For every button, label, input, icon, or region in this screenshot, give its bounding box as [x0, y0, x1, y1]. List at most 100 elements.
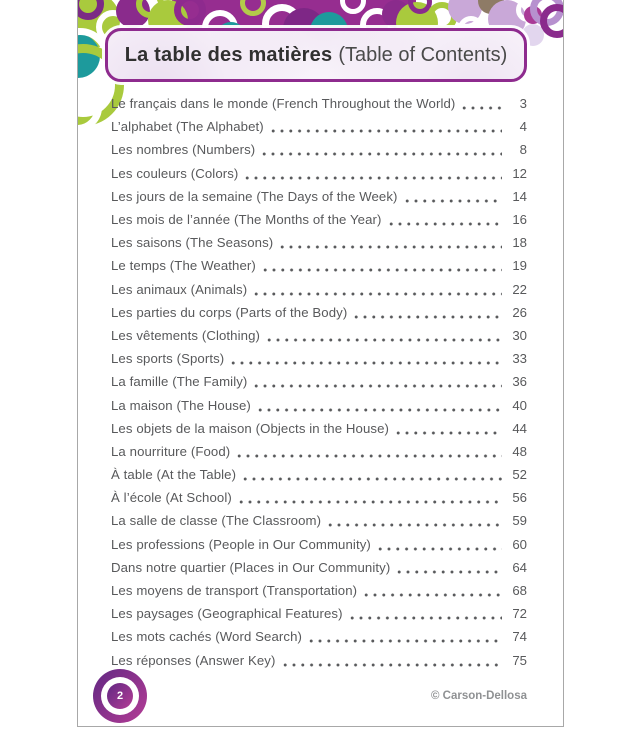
toc-dot-leader — [282, 662, 502, 667]
toc-entry-page[interactable]: 52 — [512, 467, 527, 483]
toc-row: Les couleurs (Colors) 12 — [111, 162, 527, 185]
toc-row: Les paysages (Geographical Features) 72 — [111, 602, 527, 625]
toc-entry-label[interactable]: Les paysages (Geographical Features) — [111, 606, 343, 622]
toc-entry-page[interactable]: 44 — [512, 420, 527, 436]
toc-dot-leader — [237, 453, 502, 458]
toc-entry-page[interactable]: 22 — [512, 281, 527, 297]
toc-dot-leader — [231, 361, 502, 366]
toc-entry-page[interactable]: 40 — [512, 397, 527, 413]
toc-entry-label[interactable]: À table (At the Table) — [111, 467, 237, 483]
toc-entry-page[interactable]: 8 — [519, 142, 527, 158]
toc-entry-page[interactable]: 26 — [512, 304, 527, 320]
toc-row: Les parties du corps (Parts of the Body)… — [111, 301, 527, 324]
toc-row: Les professions (People in Our Community… — [111, 533, 527, 556]
toc-entry-label[interactable]: Les couleurs (Colors) — [111, 165, 239, 181]
toc-row: Le temps (The Weather) 19 — [111, 254, 527, 277]
toc-entry-page[interactable]: 30 — [512, 327, 527, 343]
toc-entry-label[interactable]: À l’école (At School) — [111, 490, 232, 506]
decorative-circle — [524, 6, 542, 24]
decorative-circle — [516, 0, 540, 22]
toc-entry-page[interactable]: 75 — [512, 652, 527, 668]
decorative-circle — [478, 0, 504, 14]
toc-entry-label[interactable]: Les sports (Sports) — [111, 351, 225, 367]
toc-row: L’alphabet (The Alphabet) 4 — [111, 115, 527, 138]
badge-number: 2 — [107, 683, 133, 709]
toc-entry-page[interactable]: 18 — [512, 235, 527, 251]
toc-entry-label[interactable]: Les animaux (Animals) — [111, 281, 248, 297]
toc-entry-page[interactable]: 19 — [512, 258, 527, 274]
toc-entry-label[interactable]: Le temps (The Weather) — [111, 258, 256, 274]
toc-entry-label[interactable]: La maison (The House) — [111, 397, 251, 413]
toc-dot-leader — [364, 593, 502, 598]
toc-row: Les mois de l’année (The Months of the Y… — [111, 208, 527, 231]
toc-entry-label[interactable]: Dans notre quartier (Places in Our Commu… — [111, 559, 391, 575]
decorative-circle — [382, 0, 410, 28]
decorative-circle — [136, 0, 164, 18]
toc-entry-page[interactable]: 59 — [512, 513, 527, 529]
toc-row: Les moyens de transport (Transportation)… — [111, 579, 527, 602]
toc-entry-page[interactable]: 33 — [512, 351, 527, 367]
toc-entry-page[interactable]: 56 — [512, 490, 527, 506]
toc-entry-page[interactable]: 4 — [519, 119, 527, 135]
toc-entry-page[interactable]: 72 — [512, 606, 527, 622]
toc-entry-page[interactable]: 14 — [512, 188, 527, 204]
toc-entry-label[interactable]: Les professions (People in Our Community… — [111, 536, 371, 552]
toc-dot-leader — [349, 616, 502, 621]
toc-row: Les mots cachés (Word Search) 74 — [111, 625, 527, 648]
toc-entry-page[interactable]: 64 — [512, 559, 527, 575]
toc-row: Les vêtements (Clothing) 30 — [111, 324, 527, 347]
decorative-circle — [448, 0, 482, 24]
toc-entry-label[interactable]: Les nombres (Numbers) — [111, 142, 256, 158]
toc-entry-label[interactable]: Les parties du corps (Parts of the Body) — [111, 304, 348, 320]
toc-entry-page[interactable]: 60 — [512, 536, 527, 552]
toc-row: La famille (The Family) 36 — [111, 370, 527, 393]
toc-row: Les animaux (Animals) 22 — [111, 278, 527, 301]
table-of-contents: Le français dans le monde (French Throug… — [111, 92, 527, 672]
toc-entry-label[interactable]: La nourriture (Food) — [111, 443, 231, 459]
book-page: La table des matières (Table of Contents… — [77, 0, 564, 727]
toc-row: La salle de classe (The Classroom) 59 — [111, 509, 527, 532]
toc-row: À table (At the Table) 52 — [111, 463, 527, 486]
toc-row: À l’école (At School) 56 — [111, 486, 527, 509]
toc-entry-label[interactable]: Les vêtements (Clothing) — [111, 327, 260, 343]
toc-entry-page[interactable]: 16 — [512, 212, 527, 228]
copyright-text: © Carson-Dellosa — [430, 690, 527, 702]
toc-entry-label[interactable]: Le français dans le monde (French Throug… — [111, 96, 456, 112]
title-banner: La table des matières (Table of Contents… — [105, 28, 527, 82]
toc-dot-leader — [267, 337, 502, 342]
toc-entry-label[interactable]: Les jours de la semaine (The Days of the… — [111, 188, 398, 204]
toc-entry-label[interactable]: Les objets de la maison (Objects in the … — [111, 420, 390, 436]
toc-entry-page[interactable]: 36 — [512, 374, 527, 390]
toc-row: Les nombres (Numbers) 8 — [111, 138, 527, 161]
toc-dot-leader — [309, 639, 502, 644]
toc-entry-label[interactable]: Les mois de l’année (The Months of the Y… — [111, 212, 382, 228]
toc-entry-page[interactable]: 48 — [512, 443, 527, 459]
toc-dot-leader — [245, 175, 502, 180]
toc-entry-label[interactable]: L’alphabet (The Alphabet) — [111, 119, 264, 135]
toc-dot-leader — [254, 384, 502, 389]
decorative-circle — [174, 0, 206, 26]
toc-dot-leader — [262, 268, 502, 273]
toc-entry-label[interactable]: Les saisons (The Seasons) — [111, 235, 274, 251]
toc-entry-label[interactable]: La salle de classe (The Classroom) — [111, 513, 322, 529]
toc-entry-label[interactable]: Les mots cachés (Word Search) — [111, 629, 303, 645]
toc-dot-leader — [377, 546, 502, 551]
toc-row: Les jours de la semaine (The Days of the… — [111, 185, 527, 208]
toc-entry-page[interactable]: 12 — [512, 165, 527, 181]
toc-entry-label[interactable]: Les réponses (Answer Key) — [111, 652, 276, 668]
toc-entry-label[interactable]: Les moyens de transport (Transportation) — [111, 583, 358, 599]
toc-entry-page[interactable]: 3 — [519, 96, 527, 112]
page-title-english: (Table of Contents) — [338, 43, 508, 66]
decorative-circle — [340, 0, 366, 14]
toc-dot-leader — [328, 523, 502, 528]
toc-entry-page[interactable]: 74 — [512, 629, 527, 645]
toc-row: Les saisons (The Seasons) 18 — [111, 231, 527, 254]
decorative-circle — [78, 0, 104, 20]
toc-dot-leader — [462, 106, 502, 111]
toc-dot-leader — [397, 569, 502, 574]
toc-entry-label[interactable]: La famille (The Family) — [111, 374, 248, 390]
decorative-circle — [540, 4, 563, 38]
toc-dot-leader — [254, 291, 502, 296]
toc-dot-leader — [270, 129, 502, 134]
toc-entry-page[interactable]: 68 — [512, 583, 527, 599]
